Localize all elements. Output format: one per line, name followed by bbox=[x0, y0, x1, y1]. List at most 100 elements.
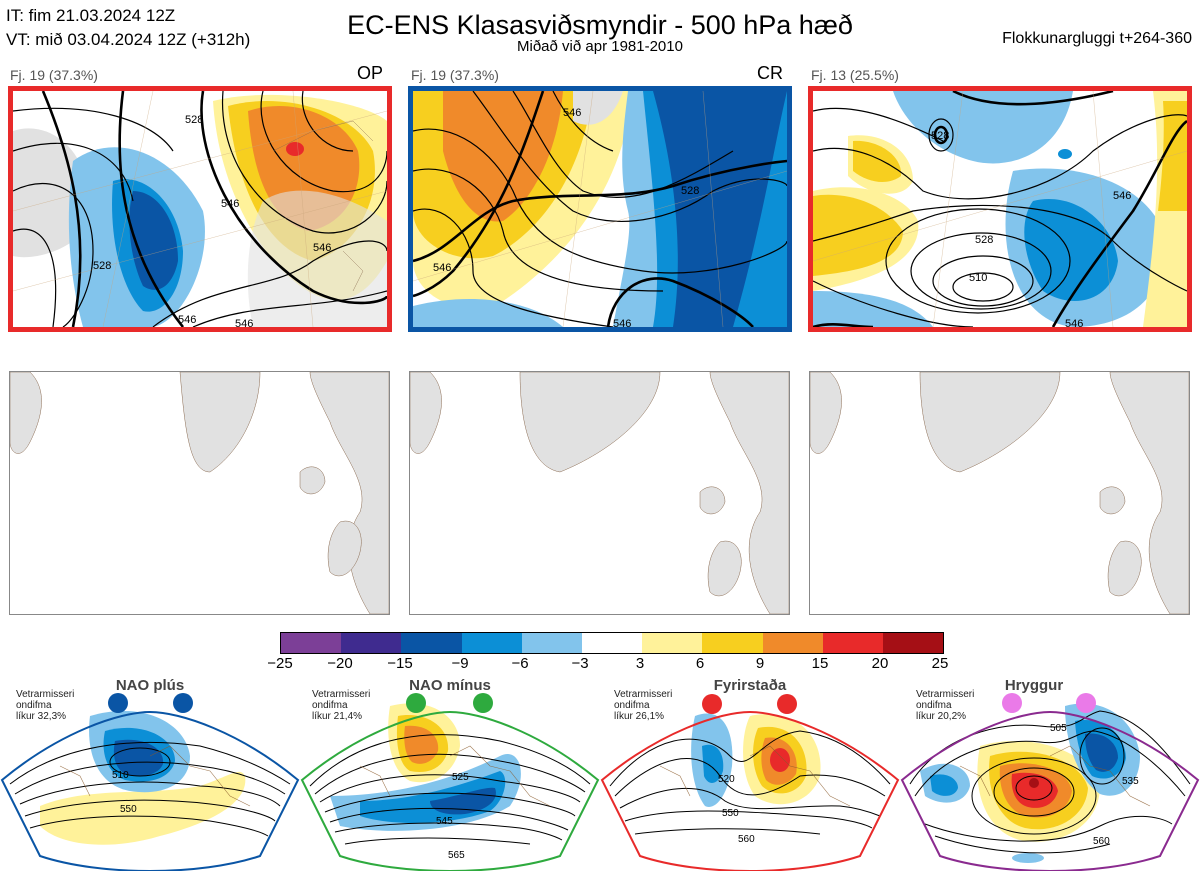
contour-label: 546 bbox=[1065, 318, 1083, 327]
contour-label: 550 bbox=[120, 804, 137, 815]
colorbar-tick: 25 bbox=[931, 655, 949, 672]
regime-marker bbox=[108, 693, 128, 713]
colorbar-tick: −9 bbox=[451, 655, 469, 672]
colorbar-swatch bbox=[281, 633, 342, 653]
regime-marker bbox=[473, 693, 493, 713]
regime-note-line: líkur 32,3% bbox=[16, 711, 67, 722]
regime-marker bbox=[406, 693, 426, 713]
regime-note-line: líkur 21,4% bbox=[312, 711, 363, 722]
contour-label: 528 bbox=[931, 130, 949, 142]
regime-blocking: Fyrirstaða Vetrarmisseri ondifma líkur 2… bbox=[600, 676, 900, 871]
contour-label: 546 bbox=[178, 314, 196, 326]
colorbar-tick: 15 bbox=[811, 655, 829, 672]
empty-map-3-graphic bbox=[810, 372, 1189, 614]
contour-label: 528 bbox=[93, 260, 111, 272]
contour-label: 546 bbox=[313, 242, 331, 254]
cluster-map-2: 546 528 546 546 bbox=[408, 86, 792, 332]
contour-label: 565 bbox=[448, 850, 465, 861]
empty-map-1-graphic bbox=[10, 372, 389, 614]
cluster-map-3: 528 528 510 546 546 bbox=[808, 86, 1192, 332]
colorbar-tick: −3 bbox=[571, 655, 589, 672]
contour-label: 525 bbox=[452, 772, 469, 783]
empty-map-3 bbox=[809, 371, 1190, 615]
valid-time: VT: mið 03.04.2024 12Z (+312h) bbox=[6, 30, 251, 49]
colorbar-tick: −25 bbox=[267, 655, 293, 672]
colorbar-swatch bbox=[762, 633, 823, 653]
regime-ridge: Hryggur Vetrarmisseri ondifma líkur 20,2… bbox=[900, 676, 1200, 871]
regime-note-line: Vetrarmisseri bbox=[16, 689, 75, 700]
empty-map-1 bbox=[9, 371, 390, 615]
regime-nao-minus: NAO mínus Vetrarmisseri ondifma líkur 21… bbox=[300, 676, 600, 871]
colorbar-swatch bbox=[702, 633, 763, 653]
regime-marker bbox=[1002, 693, 1022, 713]
colorbar-swatch bbox=[401, 633, 462, 653]
contour-label: 520 bbox=[718, 774, 735, 785]
contour-label: 546 bbox=[563, 107, 581, 119]
empty-map-2-graphic bbox=[410, 372, 789, 614]
contour-label: 510 bbox=[112, 770, 129, 781]
issue-time: IT: fim 21.03.2024 12Z bbox=[6, 6, 176, 25]
regime-map: 520 550 560 bbox=[600, 694, 900, 871]
regime-title: NAO mínus bbox=[409, 677, 491, 694]
colorbar bbox=[280, 632, 944, 654]
colorbar-tick: −20 bbox=[327, 655, 353, 672]
contour-label: 560 bbox=[1093, 836, 1110, 847]
empty-map-2 bbox=[409, 371, 790, 615]
regime-title: Fyrirstaða bbox=[713, 677, 787, 694]
regime-note-line: ondifma bbox=[16, 700, 52, 711]
contour-label: 505 bbox=[1050, 723, 1067, 734]
contour-label: 546 bbox=[613, 318, 631, 327]
regime-note: Vetrarmisseri ondifma líkur 26,1% bbox=[614, 689, 672, 722]
colorbar-swatch bbox=[822, 633, 883, 653]
colorbar-tick: 20 bbox=[871, 655, 889, 672]
page-subtitle: Miðað við apr 1981-2010 bbox=[517, 38, 683, 55]
regime-map: 510 550 bbox=[0, 693, 300, 871]
classification-window: Flokkunargluggi t+264-360 bbox=[1002, 30, 1192, 47]
cluster-map-1: 528 546 528 546 546 546 bbox=[8, 86, 392, 332]
colorbar-tick: −15 bbox=[387, 655, 413, 672]
colorbar-tick: 9 bbox=[755, 655, 765, 672]
regime-marker bbox=[777, 694, 797, 714]
regime-marker bbox=[702, 694, 722, 714]
colorbar-swatch bbox=[581, 633, 643, 653]
regime-marker bbox=[173, 693, 193, 713]
regime-note-line: Vetrarmisseri bbox=[614, 689, 673, 700]
colorbar-swatch bbox=[882, 633, 944, 653]
contour-label: 546 bbox=[433, 262, 451, 274]
regime-note-line: líkur 20,2% bbox=[916, 711, 967, 722]
cluster-map-2-graphic: 546 528 546 546 bbox=[413, 91, 787, 327]
contour-label: 546 bbox=[1113, 190, 1131, 202]
contour-label: 528 bbox=[185, 114, 203, 126]
panel-1-tag: OP bbox=[357, 63, 384, 83]
regime-note-line: Vetrarmisseri bbox=[312, 689, 371, 700]
regime-note-line: ondifma bbox=[614, 700, 650, 711]
regime-note: Vetrarmisseri ondifma líkur 32,3% bbox=[16, 689, 74, 722]
cluster-map-1-graphic: 528 546 528 546 546 546 bbox=[13, 91, 387, 327]
colorbar-tick: 6 bbox=[695, 655, 705, 672]
colorbar-tick: −6 bbox=[511, 655, 529, 672]
contour-label: 546 bbox=[221, 198, 239, 210]
cluster-map-3-graphic: 528 528 510 546 546 bbox=[813, 91, 1187, 327]
panel-2-label: Fj. 19 (37.3%) bbox=[411, 67, 499, 83]
regime-title: NAO plús bbox=[115, 677, 185, 694]
regime-map: 505 535 560 bbox=[900, 693, 1200, 871]
contour-label: 528 bbox=[975, 234, 993, 246]
regime-marker bbox=[1076, 693, 1096, 713]
panel-3-label: Fj. 13 (25.5%) bbox=[811, 67, 899, 83]
regime-title: Hryggur bbox=[1004, 677, 1064, 694]
contour-label: 510 bbox=[969, 272, 987, 284]
colorbar-swatch bbox=[521, 633, 582, 653]
contour-label: 545 bbox=[436, 816, 453, 827]
regime-note-line: ondifma bbox=[312, 700, 348, 711]
contour-label: 528 bbox=[681, 185, 699, 197]
regime-note-line: líkur 26,1% bbox=[614, 711, 665, 722]
colorbar-swatch bbox=[461, 633, 522, 653]
regime-map: 525 545 565 bbox=[300, 693, 600, 871]
regime-note: Vetrarmisseri ondifma líkur 20,2% bbox=[916, 689, 974, 722]
page-title: EC-ENS Klasasviðsmyndir - 500 hPa hæð bbox=[347, 10, 853, 40]
contour-label: 535 bbox=[1122, 776, 1139, 787]
contour-label: 546 bbox=[235, 318, 253, 327]
regime-nao-plus: NAO plús Vetrarmisseri ondifma líkur 32,… bbox=[0, 676, 300, 871]
colorbar-swatch bbox=[642, 633, 703, 653]
panel-1-label: Fj. 19 (37.3%) bbox=[10, 67, 98, 83]
